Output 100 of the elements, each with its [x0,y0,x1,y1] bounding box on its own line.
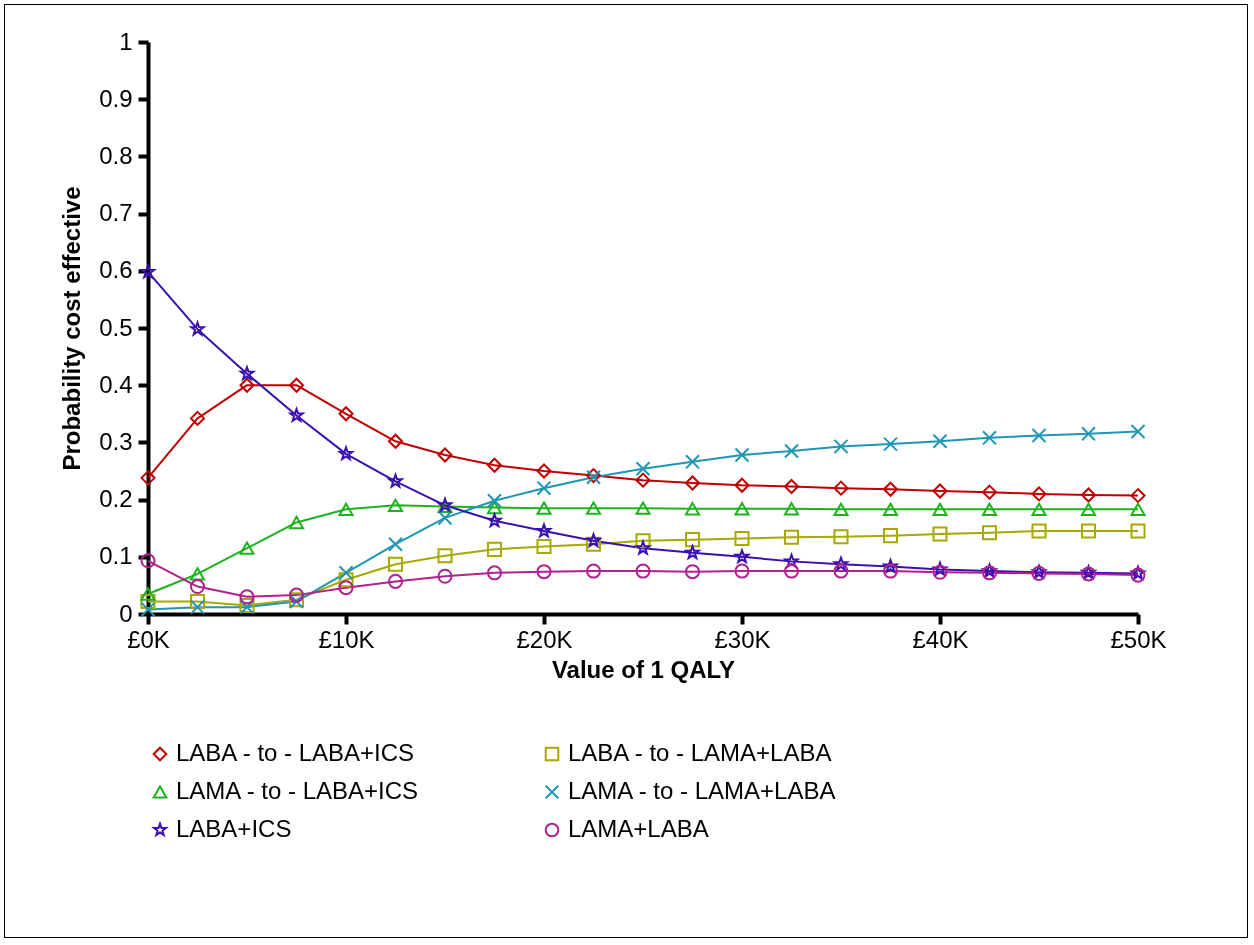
point [981,525,998,541]
point [882,481,899,497]
point [239,377,255,393]
point [288,377,305,393]
point [784,553,799,568]
point [189,579,206,595]
point [1080,426,1097,442]
point [882,563,899,579]
x-tick-label: £40K [912,625,969,653]
point [833,502,849,516]
point [486,500,503,515]
point [536,501,552,515]
point [1031,428,1047,444]
point [387,556,404,572]
y-tick-label: 0.2 [99,485,133,513]
point [635,501,651,515]
point [684,502,701,516]
point [536,480,552,496]
point [932,526,948,542]
legend-label: LAMA - to - LABA+ICS [176,777,419,804]
point [833,438,849,454]
point [1031,502,1047,516]
point [387,433,404,449]
x-axis-title: Value of 1 QALY [551,655,736,683]
point [338,565,354,581]
point [585,501,602,515]
legend-label: LAMA - to - LAMA+LABA [568,777,836,804]
point [635,461,651,477]
point [486,457,503,473]
point [487,513,502,528]
point [338,502,354,516]
point [1130,488,1146,504]
legend-label: LABA - to - LABA+ICS [176,739,415,766]
y-axis-title: Probability cost effective [58,186,86,471]
point [882,502,899,516]
point [486,493,503,509]
point [1080,487,1097,503]
y-tick-label: 0.5 [99,313,133,341]
x-tick-label: £0K [127,625,170,653]
x-tick-label: £10K [318,625,375,653]
point [783,502,800,516]
point [338,406,354,422]
y-tick-label: 0.6 [99,256,133,284]
point [833,529,849,545]
point [338,572,354,588]
point [783,478,800,494]
point [783,563,800,579]
point [1080,502,1097,516]
point [1130,502,1146,516]
point [635,472,651,488]
point [981,484,998,500]
point [932,564,948,580]
point [387,498,404,512]
point [189,567,206,581]
point [684,475,701,491]
point [833,480,849,496]
x-tick-label: £50K [1110,625,1167,653]
point [684,454,701,470]
point [635,563,651,579]
point [635,533,651,549]
point [685,545,700,560]
point [932,502,948,516]
legend-label: LAMA+LABA [568,815,709,842]
point [338,446,354,461]
y-tick-label: 0.9 [99,84,133,112]
x-tick-label: £30K [714,625,771,653]
point [437,510,453,526]
point [535,521,553,539]
point [388,473,403,488]
point [1031,523,1047,539]
legend-label: LABA+ICS [176,815,292,842]
point [1031,486,1047,502]
point [1080,523,1097,539]
point [734,502,750,516]
point [289,408,304,422]
point [239,589,255,605]
point [189,410,206,426]
y-tick-label: 0.3 [99,427,133,455]
point [437,568,453,584]
point [239,541,255,555]
point [585,563,602,579]
point [932,433,948,449]
point [189,593,206,609]
point [387,536,404,552]
point [437,548,453,564]
y-tick-label: 0.4 [99,370,133,398]
point [1130,424,1146,440]
point [140,587,156,601]
point [140,593,156,609]
point [338,580,354,596]
point [932,561,948,576]
point [140,553,156,569]
y-tick-label: 0 [119,599,133,627]
point [981,430,998,446]
point [981,502,998,516]
point [140,264,156,279]
point [189,599,206,615]
point [486,541,503,557]
point [882,436,899,452]
point [536,564,552,580]
